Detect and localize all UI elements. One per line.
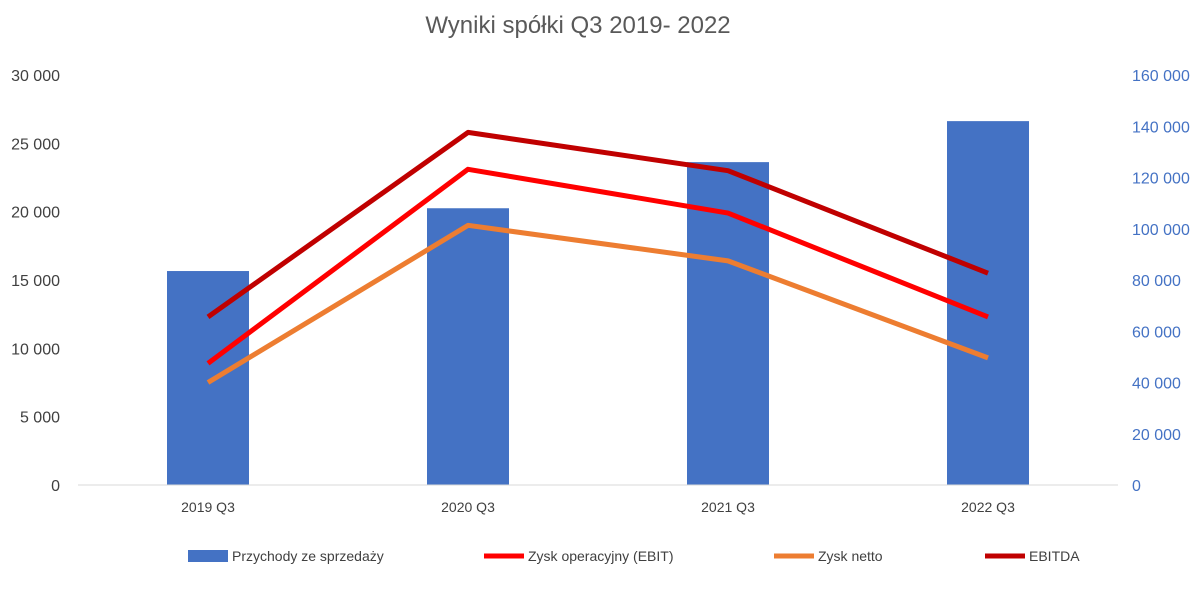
legend-label: Zysk operacyjny (EBIT) xyxy=(528,548,673,564)
y-left-tick-label: 5 000 xyxy=(20,410,60,427)
y-left-tick-label: 10 000 xyxy=(11,341,60,358)
y-right-tick-label: 60 000 xyxy=(1132,324,1181,341)
y-right-tick-label: 40 000 xyxy=(1132,376,1181,393)
x-tick-label: 2019 Q3 xyxy=(181,499,235,515)
bar-2019-q3 xyxy=(167,271,249,485)
line-series xyxy=(206,129,989,385)
x-tick-label: 2020 Q3 xyxy=(441,499,495,515)
legend: Przychody ze sprzedaży Zysk operacyjny (E… xyxy=(188,548,1080,564)
bar-2020-q3 xyxy=(427,208,509,485)
legend-label: Zysk netto xyxy=(818,548,883,564)
y-right-tick-label: 0 xyxy=(1132,478,1141,495)
legend-label: Przychody ze sprzedaży xyxy=(232,548,384,564)
legend-label: EBITDA xyxy=(1029,548,1080,564)
y-left-tick-label: 20 000 xyxy=(11,205,60,222)
bar-2021-q3 xyxy=(687,162,769,485)
bar-2022-q3 xyxy=(947,121,1029,485)
y-right-tick-label: 20 000 xyxy=(1132,427,1181,444)
legend-swatch-bar xyxy=(188,550,228,562)
line-zysk-netto xyxy=(206,222,989,385)
line-ebitda xyxy=(206,129,989,319)
x-tick-label: 2022 Q3 xyxy=(961,499,1015,515)
bar-series xyxy=(167,121,1029,485)
y-left-tick-label: 30 000 xyxy=(11,68,60,85)
y-axis-left: 0 5 000 10 000 15 000 20 000 25 000 30 000 xyxy=(11,68,60,495)
x-tick-label: 2021 Q3 xyxy=(701,499,755,515)
y-right-tick-label: 160 000 xyxy=(1132,68,1190,85)
y-left-tick-label: 0 xyxy=(51,478,60,495)
y-right-tick-label: 120 000 xyxy=(1132,171,1190,188)
y-left-tick-label: 15 000 xyxy=(11,273,60,290)
y-right-tick-label: 140 000 xyxy=(1132,119,1190,136)
y-axis-right: 0 20 000 40 000 60 000 80 000 100 000 120 000 1… xyxy=(1132,68,1190,495)
y-right-tick-label: 100 000 xyxy=(1132,222,1190,239)
y-right-tick-label: 80 000 xyxy=(1132,273,1181,290)
chart-title: Wyniki spółki Q3 2019- 2022 xyxy=(425,12,730,39)
x-axis: 2019 Q3 2020 Q3 2021 Q3 2022 Q3 xyxy=(181,499,1015,515)
line-zysk-operacyjny-ebit xyxy=(206,166,989,366)
y-left-tick-label: 25 000 xyxy=(11,136,60,153)
